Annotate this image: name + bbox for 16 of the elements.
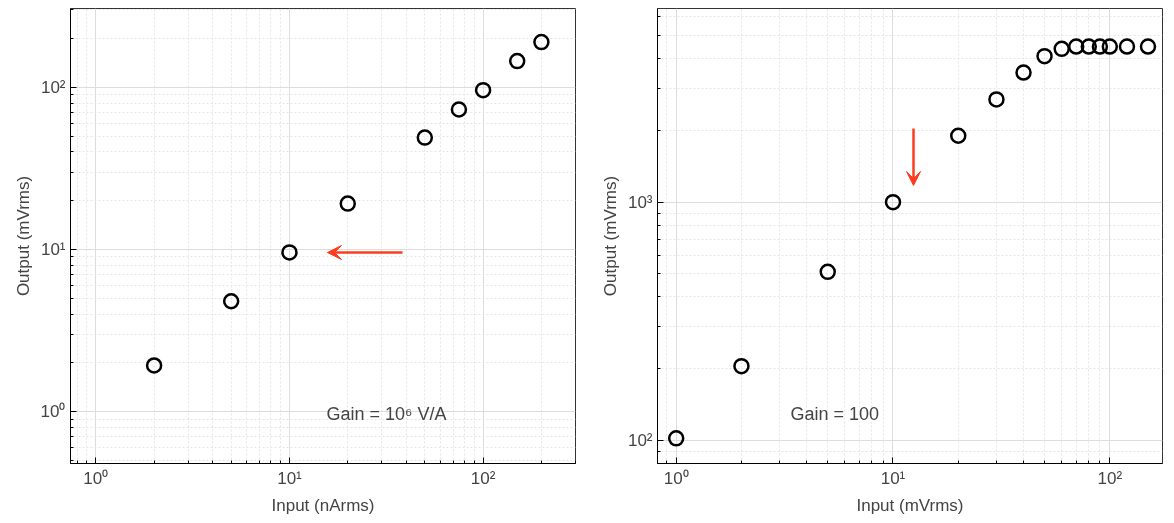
- x-tick-label: 10¹: [880, 468, 906, 488]
- x-tick-label: 10¹: [277, 468, 303, 488]
- x-tick-label: 10²: [470, 468, 496, 488]
- y-tick-label: 10³: [627, 192, 653, 212]
- y-axis-title: Output (mVrms): [13, 175, 33, 297]
- x-tick-label: 10²: [1097, 468, 1123, 488]
- x-tick-label: 10⁰: [663, 468, 689, 488]
- x-tick-label: 10⁰: [83, 468, 109, 488]
- y-tick-label: 10²: [40, 77, 66, 97]
- y-axis-title: Output (mVrms): [600, 175, 620, 297]
- x-axis-title: Input (nArms): [271, 495, 375, 515]
- y-tick-label: 10⁰: [40, 402, 66, 422]
- annotation: Gain = 100: [790, 403, 880, 424]
- annotation: Gain = 10⁶ V/A: [326, 403, 447, 424]
- x-axis-title: Input (mVrms): [856, 495, 964, 515]
- y-tick-label: 10¹: [40, 240, 66, 260]
